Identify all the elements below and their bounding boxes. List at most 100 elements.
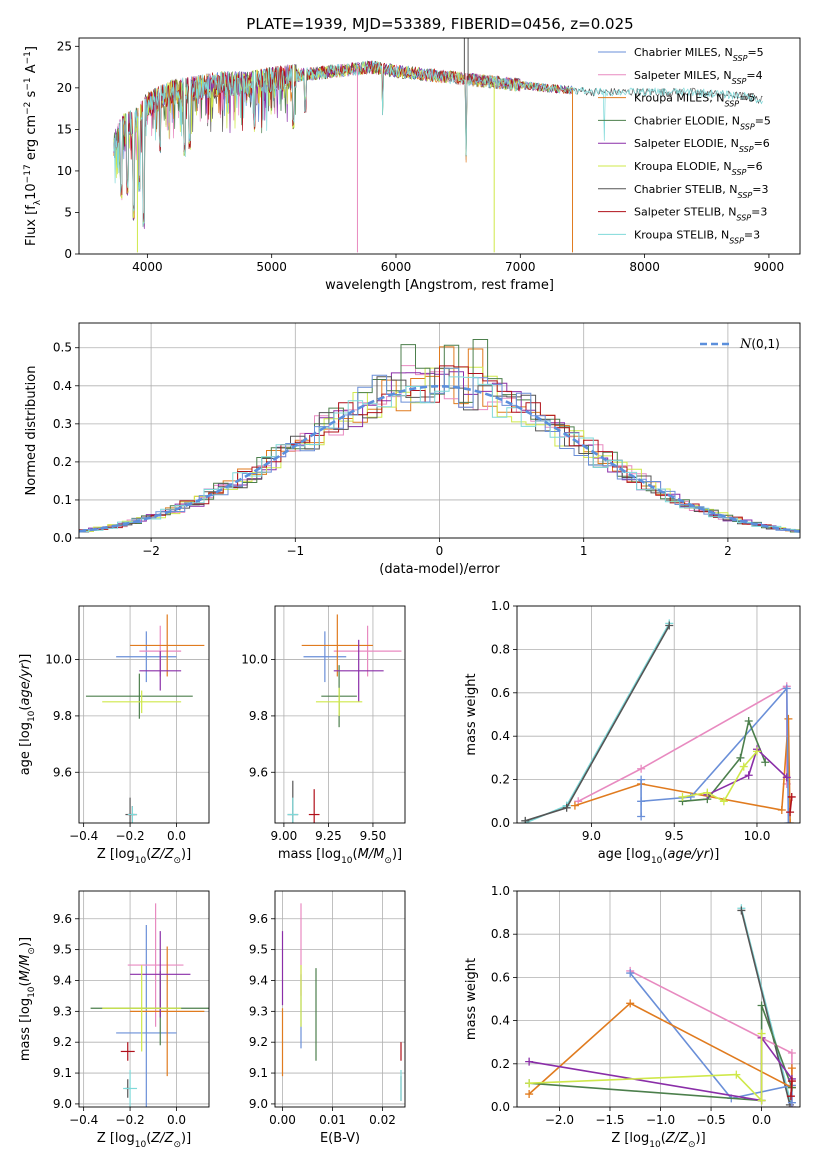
weight-vs-Z-panel: −2.0 −1.5 −1.0 −0.5 0.0 0.0 0.2 0.4 0.6 0.8 1.0 Z [… — [464, 884, 801, 1150]
y-tick-label: 0.4 — [491, 729, 510, 743]
weight-series — [786, 1077, 796, 1101]
y-tick-label: 0.4 — [53, 379, 72, 393]
series-marker — [637, 797, 646, 806]
plot-frame — [516, 890, 801, 1108]
weight-series — [521, 621, 674, 823]
series-marker — [678, 792, 687, 801]
y-tick-label: 0.0 — [491, 816, 510, 830]
x-axis-label: (data-model)/error — [379, 562, 500, 577]
x-tick-label: −0.2 — [116, 829, 145, 843]
legend-label: Kroupa ELODIE, NSSP=6 — [634, 160, 763, 177]
legend-label: Chabrier MILES, NSSP=5 — [634, 46, 764, 63]
data-point — [130, 931, 191, 1018]
residual-histogram-plot-area — [79, 339, 800, 534]
series-marker — [787, 1049, 796, 1057]
x-tick-label: 9.00 — [271, 829, 298, 843]
x-tick-label: 6000 — [381, 260, 412, 274]
mass-vs-Z-panel: −0.4 −0.2 0.0 9.0 9.1 9.2 9.3 9.4 9.5 9.6 Z [log10… — [18, 890, 210, 1150]
x-tick-label: 1 — [580, 544, 588, 558]
data-point — [85, 673, 193, 719]
x-tick-label: 5000 — [256, 260, 287, 274]
series-marker — [786, 819, 795, 823]
y-tick-label: 15 — [57, 122, 72, 136]
series-marker — [732, 1070, 741, 1079]
series-marker — [787, 1098, 796, 1107]
y-tick-label: 9.3 — [53, 1004, 72, 1018]
series-marker — [637, 764, 646, 773]
y-axis-label: mass weight — [464, 958, 479, 1040]
series-marker — [761, 758, 770, 767]
legend-label: Chabrier STELIB, NSSP=3 — [634, 183, 768, 200]
weight-vs-age-panel: 9.0 9.5 10.0 0.0 0.2 0.4 0.6 0.8 1.0 age [log10(a… — [464, 599, 801, 866]
x-tick-label: −2.0 — [545, 1113, 574, 1127]
mass-vs-Z-plot-area — [90, 903, 209, 1107]
series-marker — [757, 1096, 766, 1105]
histogram-step — [79, 376, 800, 533]
y-tick-label: 0.6 — [491, 970, 510, 984]
y-tick-label: 0 — [64, 247, 72, 261]
series-line — [577, 684, 788, 803]
y-tick-label: 0.8 — [491, 927, 510, 941]
y-tick-label: 0.2 — [491, 1057, 510, 1071]
y-tick-label: 0.6 — [491, 686, 510, 700]
data-point — [130, 946, 205, 1077]
series-marker — [757, 1029, 766, 1038]
y-tick-label: 10 — [57, 164, 72, 178]
x-tick-label: −1.0 — [646, 1113, 675, 1127]
x-tick-label: 2 — [724, 544, 732, 558]
y-tick-label: 10.0 — [45, 653, 72, 667]
y-tick-label: 5 — [64, 205, 72, 219]
data-point — [116, 924, 177, 1107]
legend-label: Kroupa MILES, NSSP=5 — [634, 92, 755, 109]
series-marker — [787, 1077, 796, 1086]
series-marker — [637, 775, 646, 784]
y-tick-label: 9.1 — [249, 1066, 268, 1080]
legend-label: Salpeter ELODIE, NSSP=6 — [634, 137, 770, 154]
y-axis-label: age [log10(age/yr)] — [18, 654, 37, 776]
spectrum-legend: Chabrier MILES, NSSP=5 Salpeter MILES, NS… — [598, 46, 771, 245]
spectrum-line — [113, 60, 763, 228]
weight-series — [678, 717, 770, 806]
y-tick-label: 0.1 — [53, 493, 72, 507]
x-tick-label: −2 — [142, 544, 160, 558]
y-tick-label: 9.6 — [249, 765, 268, 779]
series-marker — [665, 621, 674, 630]
weight-series — [525, 1029, 766, 1105]
series-marker — [521, 816, 530, 823]
y-tick-label: 9.0 — [53, 1097, 72, 1111]
y-tick-label: 9.4 — [249, 973, 268, 987]
data-point — [333, 625, 402, 677]
x-axis-label: Z [log10(Z/Z⊙)] — [97, 1131, 191, 1150]
residual-histogram-panel: −2 −1 0 1 2 0.0 0.1 0.2 0.3 0.4 0.5 (data-model)/er… — [24, 322, 801, 577]
y-tick-label: 9.6 — [53, 912, 72, 926]
x-tick-label: 0.0 — [167, 829, 186, 843]
data-point — [139, 651, 182, 691]
histogram-step — [79, 365, 800, 534]
x-tick-label: −1.5 — [595, 1113, 624, 1127]
series-marker — [787, 792, 796, 801]
age-vs-mass-panel: 9.00 9.25 9.50 9.6 9.8 10.0 mass [log10(M/M⊙)] — [241, 605, 406, 866]
data-point — [102, 965, 182, 1052]
weight-series — [637, 684, 793, 823]
series-marker — [739, 762, 748, 771]
data-point — [127, 903, 184, 1027]
series-marker — [782, 773, 791, 782]
series-marker — [787, 1064, 796, 1073]
weight-series — [570, 714, 795, 823]
weight-series — [737, 904, 796, 1107]
y-tick-label: 0.2 — [53, 455, 72, 469]
series-marker — [782, 684, 791, 693]
y-axis-label: Flux [fλ10−17 erg cm−2 s−1 A−1] — [23, 46, 43, 246]
series-marker — [736, 753, 745, 762]
series-marker — [686, 792, 695, 801]
series-marker — [626, 999, 635, 1008]
y-axis-label: mass weight — [464, 673, 479, 755]
x-tick-label: −1 — [286, 544, 304, 558]
x-tick-label: 0.02 — [369, 1113, 396, 1127]
series-marker — [744, 771, 753, 780]
x-tick-label: 4000 — [132, 260, 163, 274]
x-axis-label: wavelength [Angstrom, rest frame] — [325, 278, 554, 293]
data-point — [308, 789, 320, 823]
data-point — [102, 690, 182, 714]
spectrum-panel: 4000 5000 6000 7000 8000 9000 0 5 10 15 20 25 wavele… — [23, 37, 801, 293]
